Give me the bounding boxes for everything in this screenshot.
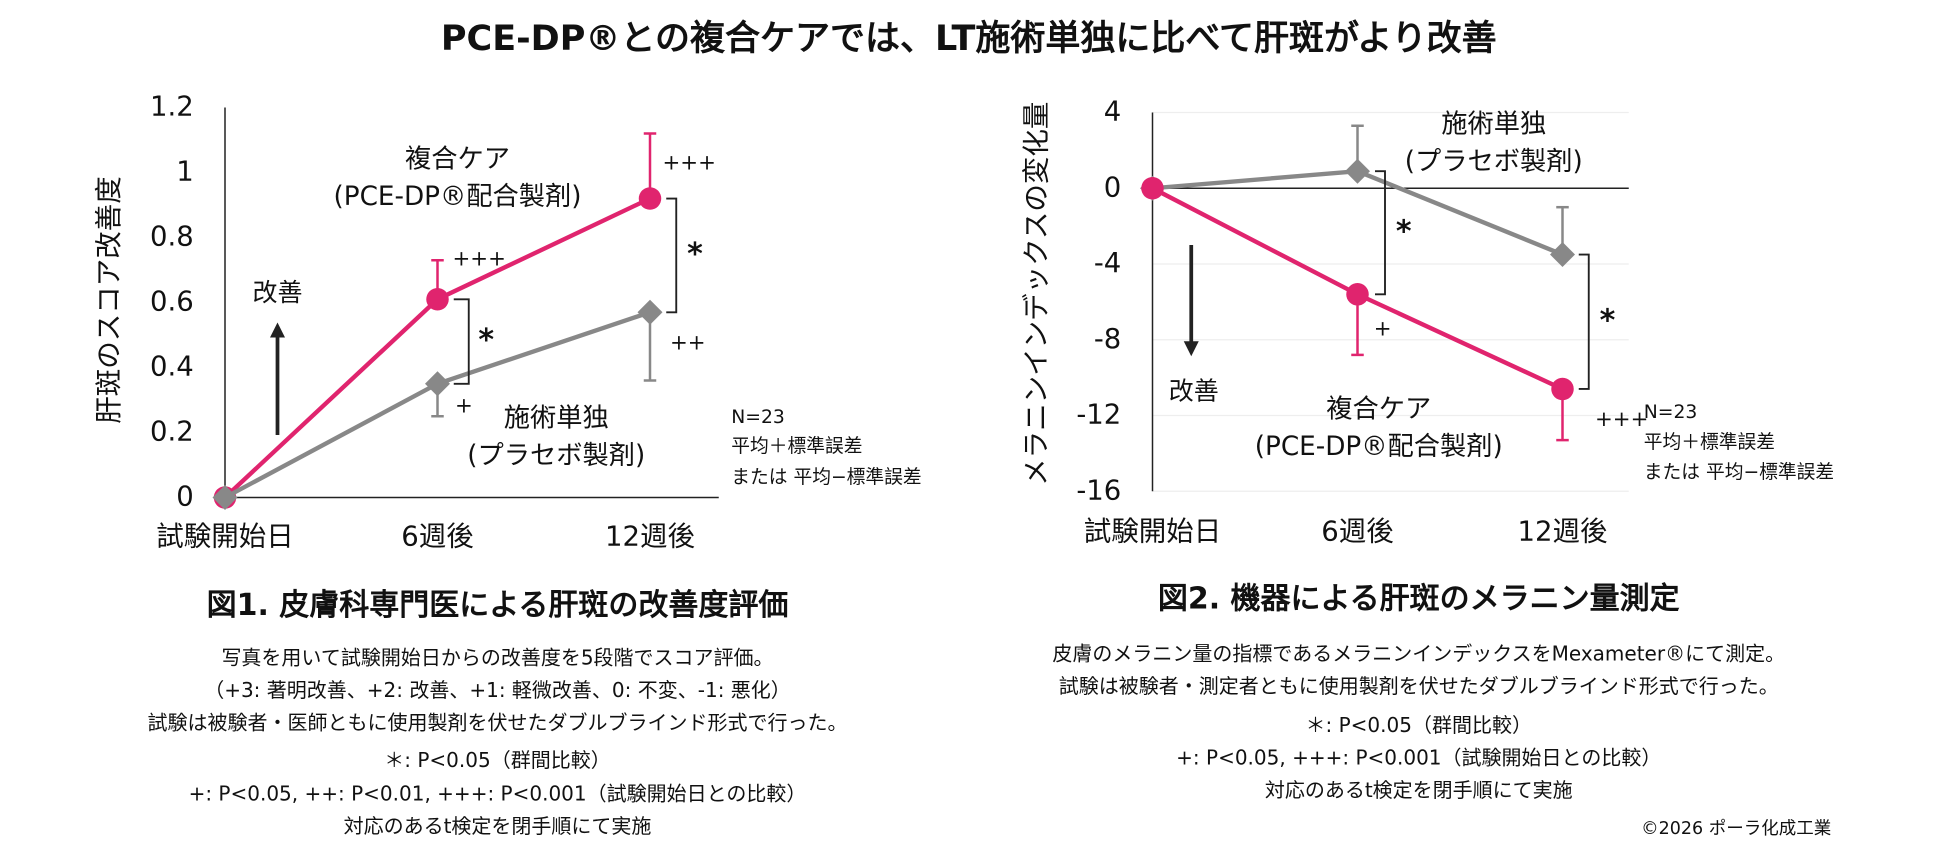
- sig-bracket: [1375, 170, 1386, 296]
- caption-line: ＊: P<0.05（群間比較）: [1306, 713, 1532, 737]
- sig-label: +: [1374, 316, 1392, 341]
- note: N=23: [731, 407, 785, 428]
- point: [426, 288, 449, 311]
- caption-line: 皮膚のメラニン量の指標であるメラニンインデックスをMexameter®にて測定。: [1052, 642, 1785, 666]
- point: [1551, 377, 1574, 401]
- sig-star: *: [478, 323, 494, 358]
- page-title: PCE-DP®との複合ケアでは、LT施術単独に比べて肝斑がより改善: [441, 19, 1497, 59]
- y-tick-label: -12: [1076, 399, 1121, 431]
- caption-line: （+3: 著明改善、+2: 改善、+1: 軽微改善、0: 不変、-1: 悪化）: [204, 678, 791, 702]
- caption-title: 図1. 皮膚科専門医による肝斑の改善度評価: [207, 588, 789, 623]
- sig-label: +: [455, 393, 473, 418]
- point: [425, 371, 450, 397]
- sig-bracket: [453, 298, 470, 385]
- x-tick-label: 12週後: [605, 521, 695, 553]
- sig-label: +++: [453, 246, 506, 271]
- point: [1550, 242, 1575, 268]
- point: [1345, 158, 1370, 184]
- series-sublabel: (PCE-DP®配合製剤): [1255, 432, 1503, 462]
- arrow-head: [270, 322, 285, 338]
- caption-line: 試験は被験者・医師ともに使用製剤を伏せたダブルブラインド形式で行った。: [148, 710, 848, 734]
- sig-star: *: [1396, 214, 1412, 249]
- caption-line: +: P<0.05, +++: P<0.001（試験開始日との比較）: [1176, 745, 1661, 769]
- caption-line: 写真を用いて試験開始日からの改善度を5段階でスコア評価。: [221, 645, 773, 669]
- y-axis-label: メラニンインデックスの変化量: [1021, 102, 1053, 486]
- y-axis-label: 肝斑のスコア改善度: [93, 176, 125, 424]
- x-tick-label: 12週後: [1518, 516, 1608, 548]
- note: または 平均−標準誤差: [731, 466, 921, 488]
- sig-label: ++: [670, 331, 706, 356]
- sig-star: *: [1600, 303, 1616, 338]
- improve-label: 改善: [252, 278, 302, 307]
- caption-line: 試験は被験者・測定者ともに使用製剤を伏せたダブルブラインド形式で行った。: [1059, 674, 1779, 698]
- caption-line: 対応のあるt検定を閉手順にて実施: [1265, 778, 1573, 802]
- caption-title: 図2. 機器による肝斑のメラニン量測定: [1158, 582, 1680, 617]
- y-tick-label: -16: [1076, 474, 1121, 506]
- sig-label: +++: [1595, 407, 1648, 432]
- series-sublabel: (プラセボ製剤): [1405, 147, 1583, 177]
- sig-bracket: [1578, 253, 1590, 390]
- copyright: ©2026 ポーラ化成工業: [1641, 819, 1831, 839]
- y-tick-label: -8: [1094, 323, 1121, 355]
- y-tick-label: 0: [1104, 171, 1122, 203]
- y-tick-label: 1.2: [150, 91, 194, 123]
- y-tick-label: 0.6: [150, 286, 194, 318]
- point: [637, 299, 663, 325]
- sig-label: +++: [663, 151, 716, 176]
- series-sublabel: (PCE-DP®配合製剤): [334, 182, 582, 212]
- x-tick-label: 試験開始日: [1084, 516, 1222, 548]
- y-tick-label: 4: [1104, 96, 1122, 128]
- series-label: 複合ケア: [1326, 395, 1431, 425]
- y-tick-label: 0: [176, 481, 194, 513]
- note: または 平均−標準誤差: [1644, 461, 1834, 483]
- arrow-head: [1183, 341, 1199, 357]
- y-tick-label: 0.4: [150, 351, 194, 383]
- series-label: 施術単独: [1441, 110, 1546, 140]
- y-tick-label: -4: [1094, 247, 1121, 279]
- x-tick-label: 6週後: [401, 521, 474, 553]
- y-tick-label: 1: [176, 156, 194, 188]
- point: [1141, 177, 1164, 200]
- improve-label: 改善: [1169, 377, 1219, 406]
- y-tick-label: 0.2: [150, 416, 194, 448]
- series-sublabel: (プラセボ製剤): [467, 441, 645, 471]
- x-tick-label: 試験開始日: [156, 521, 294, 553]
- note: 平均＋標準誤差: [731, 435, 862, 457]
- point: [1346, 283, 1369, 306]
- series-label: 施術単独: [504, 403, 609, 433]
- point: [212, 485, 238, 510]
- sig-bracket: [666, 197, 678, 314]
- note: N=23: [1644, 402, 1698, 423]
- point: [638, 187, 662, 210]
- caption-line: +: P<0.05, ++: P<0.01, +++: P<0.001（試験開始…: [189, 782, 807, 806]
- x-tick-label: 6週後: [1321, 516, 1394, 548]
- note: 平均＋標準誤差: [1644, 431, 1775, 453]
- series-label: 複合ケア: [405, 145, 510, 175]
- sig-star: *: [687, 237, 703, 272]
- caption-line: 対応のあるt検定を閉手順にて実施: [344, 814, 652, 838]
- caption-line: ＊: P<0.05（群間比較）: [384, 748, 610, 772]
- y-tick-label: 0.8: [150, 221, 194, 253]
